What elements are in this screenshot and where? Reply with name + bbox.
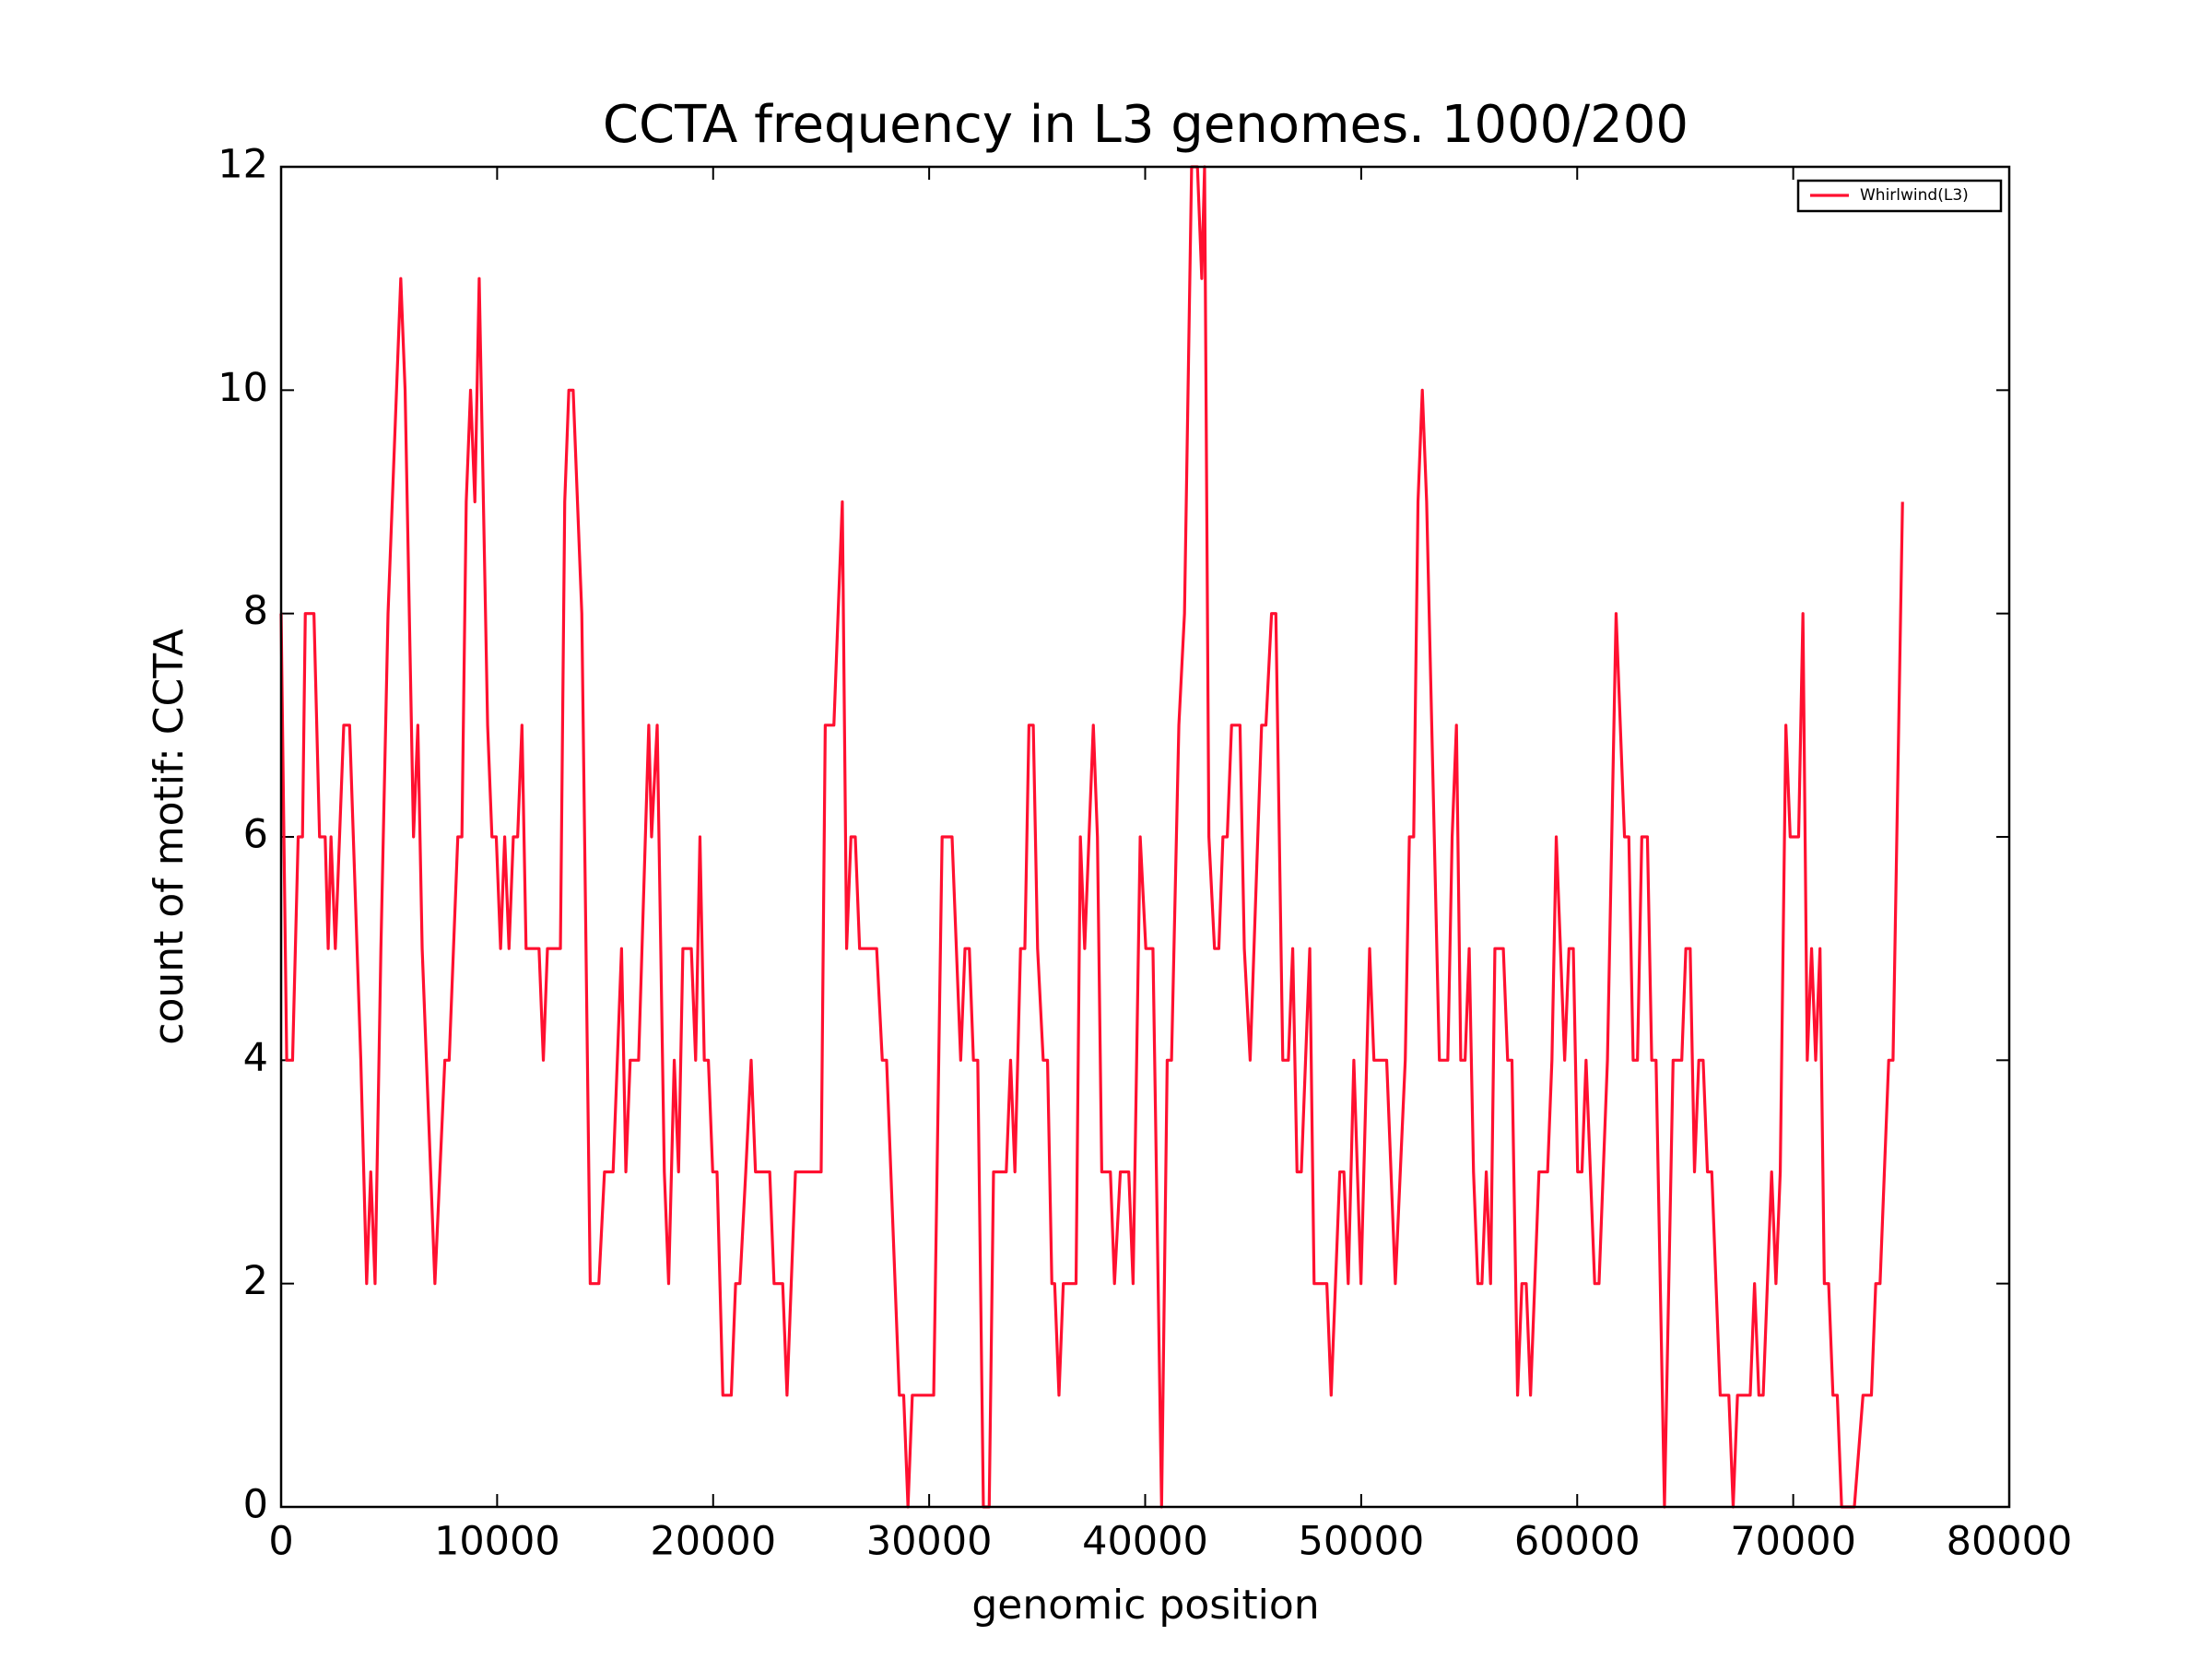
chart-title: CCTA frequency in L3 genomes. 1000/200 — [603, 95, 1688, 155]
x-axis-label: genomic position — [971, 1582, 1319, 1629]
y-tick-label: 8 — [243, 588, 268, 634]
y-tick-label: 10 — [218, 365, 268, 411]
x-tick-label: 60000 — [1514, 1519, 1641, 1565]
y-tick-label: 0 — [243, 1482, 268, 1528]
plot-area: 0 2 4 6 8 10 12 0 10000 20000 30000 40000 50000 60000… — [218, 142, 2072, 1565]
axes-frame — [279, 165, 2011, 1509]
x-tick-label: 0 — [268, 1519, 293, 1565]
x-tick-label: 20000 — [650, 1519, 776, 1565]
legend: Whirlwind(L3) — [1796, 179, 2003, 213]
x-tick-label: 70000 — [1730, 1519, 1856, 1565]
x-tick-label: 50000 — [1298, 1519, 1424, 1565]
x-tick-label: 30000 — [866, 1519, 993, 1565]
x-tick-label: 80000 — [1947, 1519, 2073, 1565]
y-tick-label: 6 — [243, 812, 268, 858]
legend-label: Whirlwind(L3) — [1860, 186, 1969, 205]
x-tick-label: 10000 — [434, 1519, 560, 1565]
data-line — [279, 165, 1904, 1509]
y-tick-label: 2 — [243, 1258, 268, 1304]
y-tick-label: 12 — [218, 142, 268, 188]
x-tick-label: 40000 — [1082, 1519, 1208, 1565]
y-axis-label: count of motif: CCTA — [146, 629, 193, 1045]
y-tick-label: 4 — [243, 1035, 268, 1081]
